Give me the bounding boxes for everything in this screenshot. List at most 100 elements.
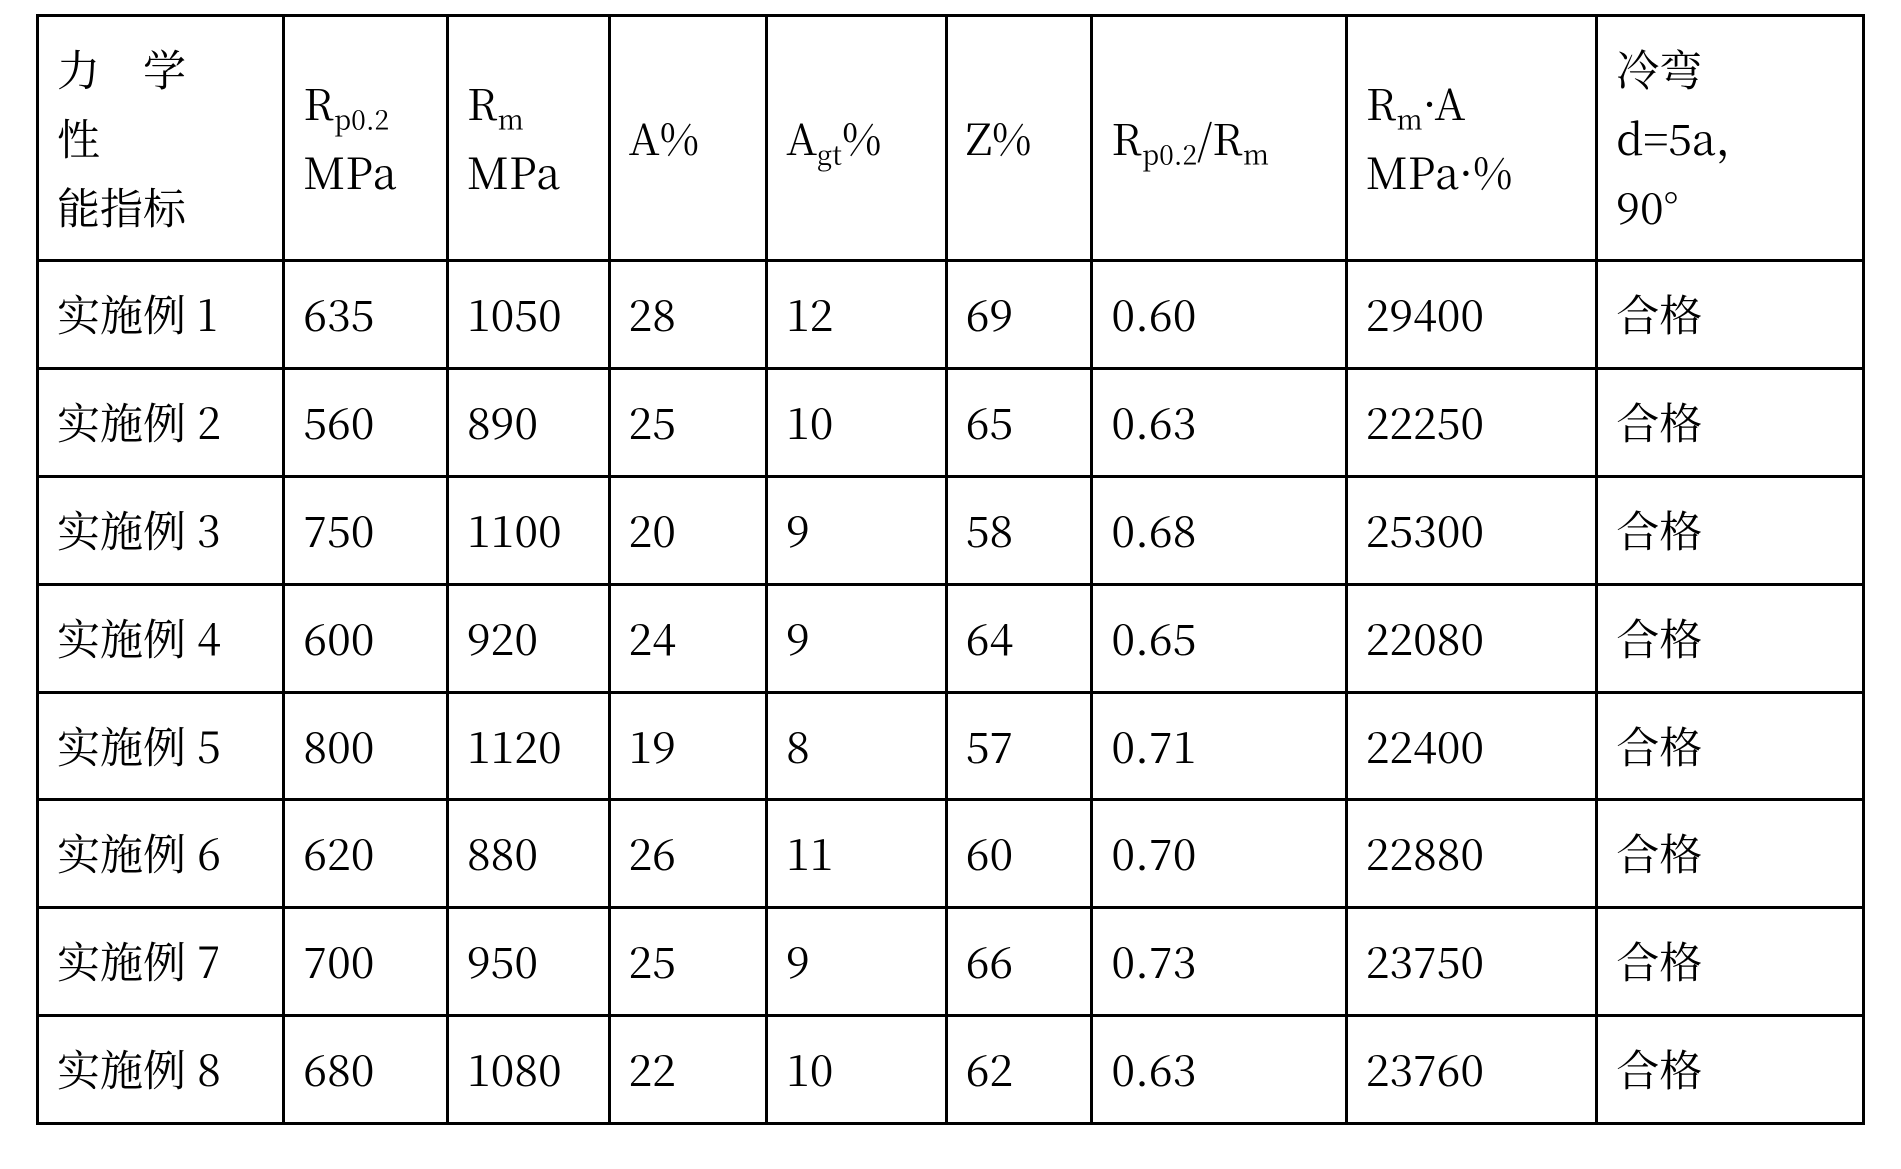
cell-metric: 实施例 3: [38, 476, 284, 584]
cell-coldbend: 合格: [1597, 261, 1864, 369]
cell-metric: 实施例 5: [38, 692, 284, 800]
col-header-rm: Rm MPa: [448, 16, 610, 261]
cell-a: 26: [609, 800, 767, 908]
cell-rma: 22880: [1346, 800, 1596, 908]
cell-a: 20: [609, 476, 767, 584]
col-header-rp02: Rp0.2 MPa: [284, 16, 448, 261]
cell-z: 65: [946, 369, 1091, 477]
cell-rm: 890: [448, 369, 610, 477]
cell-coldbend: 合格: [1597, 369, 1864, 477]
cell-z: 69: [946, 261, 1091, 369]
cell-rm: 920: [448, 584, 610, 692]
cell-rp02: 700: [284, 908, 448, 1016]
cell-rma: 25300: [1346, 476, 1596, 584]
col-header-coldbend-l3: 90°: [1616, 176, 1678, 237]
mechanical-properties-table: 力 学 性 能指标 Rp0.2 MPa Rm MPa A% Agt% Z% Rp…: [36, 14, 1865, 1125]
cell-ratio: 0.68: [1092, 476, 1347, 584]
col-header-a-label: A%: [629, 107, 700, 168]
cell-agt: 9: [767, 584, 947, 692]
cell-metric: 实施例 8: [38, 1015, 284, 1123]
cell-coldbend: 合格: [1597, 800, 1864, 908]
cell-z: 58: [946, 476, 1091, 584]
cell-rp02: 635: [284, 261, 448, 369]
cell-rm: 1050: [448, 261, 610, 369]
cell-rp02: 800: [284, 692, 448, 800]
cell-a: 19: [609, 692, 767, 800]
cell-a: 22: [609, 1015, 767, 1123]
col-header-coldbend-l1: 冷弯: [1616, 38, 1702, 99]
table-row: 实施例 2 560 890 25 10 65 0.63 22250 合格: [38, 369, 1864, 477]
table-header-row: 力 学 性 能指标 Rp0.2 MPa Rm MPa A% Agt% Z% Rp…: [38, 16, 1864, 261]
col-header-rp02-unit: MPa: [303, 141, 396, 202]
cell-ratio: 0.63: [1092, 1015, 1347, 1123]
cell-rm: 950: [448, 908, 610, 1016]
table-row: 实施例 3 750 1100 20 9 58 0.68 25300 合格: [38, 476, 1864, 584]
cell-rma: 22080: [1346, 584, 1596, 692]
cell-z: 57: [946, 692, 1091, 800]
cell-rp02: 560: [284, 369, 448, 477]
cell-ratio: 0.60: [1092, 261, 1347, 369]
col-header-coldbend-l2: d=5a，: [1616, 107, 1759, 168]
cell-metric: 实施例 2: [38, 369, 284, 477]
cell-coldbend: 合格: [1597, 692, 1864, 800]
cell-a: 25: [609, 908, 767, 1016]
cell-metric: 实施例 7: [38, 908, 284, 1016]
cell-z: 64: [946, 584, 1091, 692]
cell-agt: 10: [767, 1015, 947, 1123]
table-row: 实施例 7 700 950 25 9 66 0.73 23750 合格: [38, 908, 1864, 1016]
cell-a: 25: [609, 369, 767, 477]
col-header-metric-line2: 能指标: [57, 176, 186, 237]
cell-agt: 12: [767, 261, 947, 369]
col-header-rma: Rm·A MPa·%: [1346, 16, 1596, 261]
col-header-ratio: Rp0.2/Rm: [1092, 16, 1347, 261]
col-header-coldbend: 冷弯 d=5a， 90°: [1597, 16, 1864, 261]
cell-rma: 23750: [1346, 908, 1596, 1016]
cell-rp02: 750: [284, 476, 448, 584]
cell-rm: 880: [448, 800, 610, 908]
cell-ratio: 0.71: [1092, 692, 1347, 800]
cell-rm: 1080: [448, 1015, 610, 1123]
cell-rm: 1120: [448, 692, 610, 800]
cell-a: 28: [609, 261, 767, 369]
cell-z: 66: [946, 908, 1091, 1016]
cell-ratio: 0.73: [1092, 908, 1347, 1016]
cell-rma: 23760: [1346, 1015, 1596, 1123]
col-header-metric: 力 学 性 能指标: [38, 16, 284, 261]
cell-rma: 22400: [1346, 692, 1596, 800]
table-body: 实施例 1 635 1050 28 12 69 0.60 29400 合格 实施…: [38, 261, 1864, 1123]
table-row: 实施例 8 680 1080 22 10 62 0.63 23760 合格: [38, 1015, 1864, 1123]
cell-metric: 实施例 1: [38, 261, 284, 369]
col-header-z: Z%: [946, 16, 1091, 261]
cell-agt: 9: [767, 908, 947, 1016]
col-header-rma-unit: MPa·%: [1366, 141, 1513, 202]
cell-rp02: 620: [284, 800, 448, 908]
cell-ratio: 0.65: [1092, 584, 1347, 692]
cell-z: 62: [946, 1015, 1091, 1123]
cell-ratio: 0.70: [1092, 800, 1347, 908]
cell-metric: 实施例 6: [38, 800, 284, 908]
cell-agt: 10: [767, 369, 947, 477]
cell-coldbend: 合格: [1597, 1015, 1864, 1123]
cell-rma: 29400: [1346, 261, 1596, 369]
cell-ratio: 0.63: [1092, 369, 1347, 477]
cell-rm: 1100: [448, 476, 610, 584]
table-row: 实施例 1 635 1050 28 12 69 0.60 29400 合格: [38, 261, 1864, 369]
col-header-agt: Agt%: [767, 16, 947, 261]
cell-coldbend: 合格: [1597, 908, 1864, 1016]
col-header-a: A%: [609, 16, 767, 261]
cell-rp02: 600: [284, 584, 448, 692]
col-header-metric-line1: 力 学 性: [57, 38, 202, 168]
cell-rp02: 680: [284, 1015, 448, 1123]
cell-coldbend: 合格: [1597, 584, 1864, 692]
cell-coldbend: 合格: [1597, 476, 1864, 584]
cell-metric: 实施例 4: [38, 584, 284, 692]
table-row: 实施例 5 800 1120 19 8 57 0.71 22400 合格: [38, 692, 1864, 800]
table-row: 实施例 4 600 920 24 9 64 0.65 22080 合格: [38, 584, 1864, 692]
cell-a: 24: [609, 584, 767, 692]
cell-agt: 8: [767, 692, 947, 800]
table-row: 实施例 6 620 880 26 11 60 0.70 22880 合格: [38, 800, 1864, 908]
cell-z: 60: [946, 800, 1091, 908]
cell-agt: 9: [767, 476, 947, 584]
cell-agt: 11: [767, 800, 947, 908]
col-header-rm-unit: MPa: [467, 141, 560, 202]
